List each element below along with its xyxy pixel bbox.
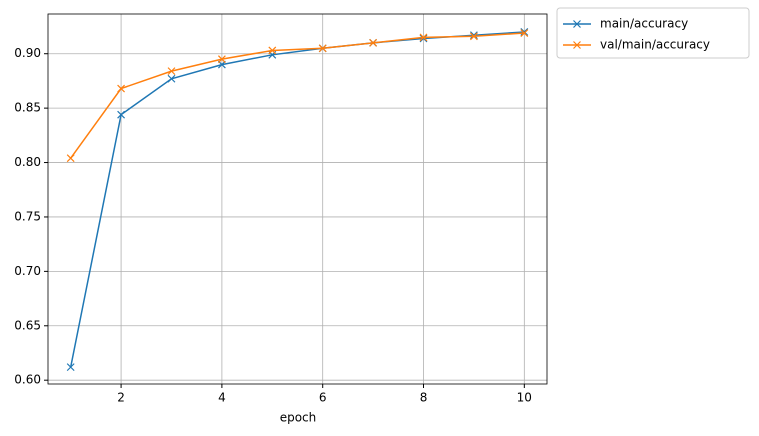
marker (419, 34, 428, 43)
marker (167, 74, 176, 83)
marker (167, 67, 176, 76)
y-tick-label: 0.80 (14, 155, 41, 169)
y-tick-label: 0.65 (14, 318, 41, 332)
legend-marker (573, 41, 581, 49)
marker (419, 33, 428, 42)
y-tick-label: 0.70 (14, 264, 41, 278)
marker (469, 31, 478, 40)
x-tick-label: 8 (420, 391, 428, 405)
marker (369, 38, 378, 47)
legend-marker (573, 20, 581, 28)
legend-label: val/main/accuracy (600, 38, 710, 52)
x-axis-label: epoch (280, 411, 317, 425)
marker (520, 29, 529, 37)
marker (318, 44, 327, 53)
y-tick-label: 0.60 (14, 373, 41, 387)
y-tick-label: 0.75 (14, 209, 41, 223)
marker (117, 84, 126, 93)
legend-label: main/accuracy (600, 17, 688, 31)
marker (217, 55, 226, 64)
x-tick-label: 2 (117, 391, 125, 405)
marker (520, 28, 529, 36)
x-tick-label: 10 (517, 391, 532, 405)
y-tick-label: 0.90 (14, 46, 41, 60)
legend-box (556, 7, 750, 59)
series-line (70, 32, 525, 159)
marker (268, 46, 277, 55)
marker (66, 363, 75, 372)
marker (469, 32, 478, 41)
marker (117, 110, 126, 119)
plot-frame (47, 13, 548, 385)
y-tick-label: 0.85 (14, 101, 41, 115)
x-tick-label: 6 (319, 391, 327, 405)
x-tick-label: 4 (218, 391, 226, 405)
marker (66, 154, 75, 163)
